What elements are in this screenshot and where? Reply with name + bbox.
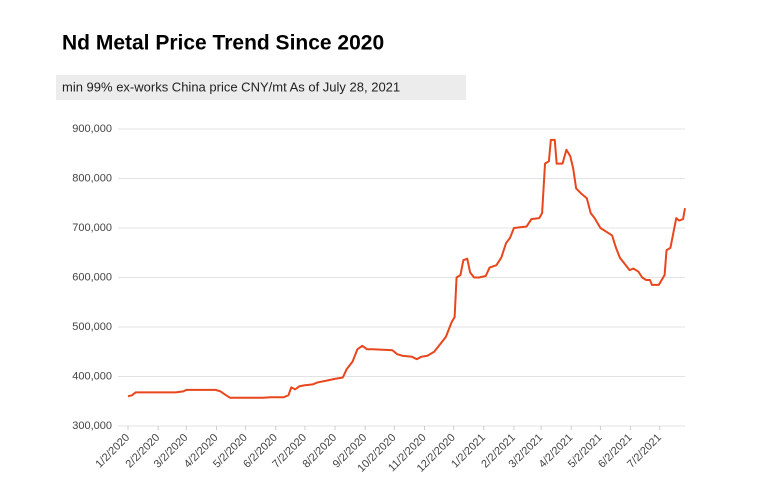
y-tick-label: 800,000 xyxy=(72,172,112,184)
price-line xyxy=(127,138,686,399)
chart-subtitle: min 99% ex-works China price CNY/mt As o… xyxy=(62,79,400,94)
y-tick-label: 400,000 xyxy=(72,370,112,382)
chart-title: Nd Metal Price Trend Since 2020 xyxy=(62,32,384,55)
y-tick-label: 900,000 xyxy=(72,123,112,135)
y-tick-label: 700,000 xyxy=(72,222,112,234)
y-tick-label: 500,000 xyxy=(72,321,112,333)
y-tick-label: 300,000 xyxy=(72,420,112,432)
y-tick-label: 600,000 xyxy=(72,271,112,283)
subtitle-box xyxy=(56,75,466,100)
